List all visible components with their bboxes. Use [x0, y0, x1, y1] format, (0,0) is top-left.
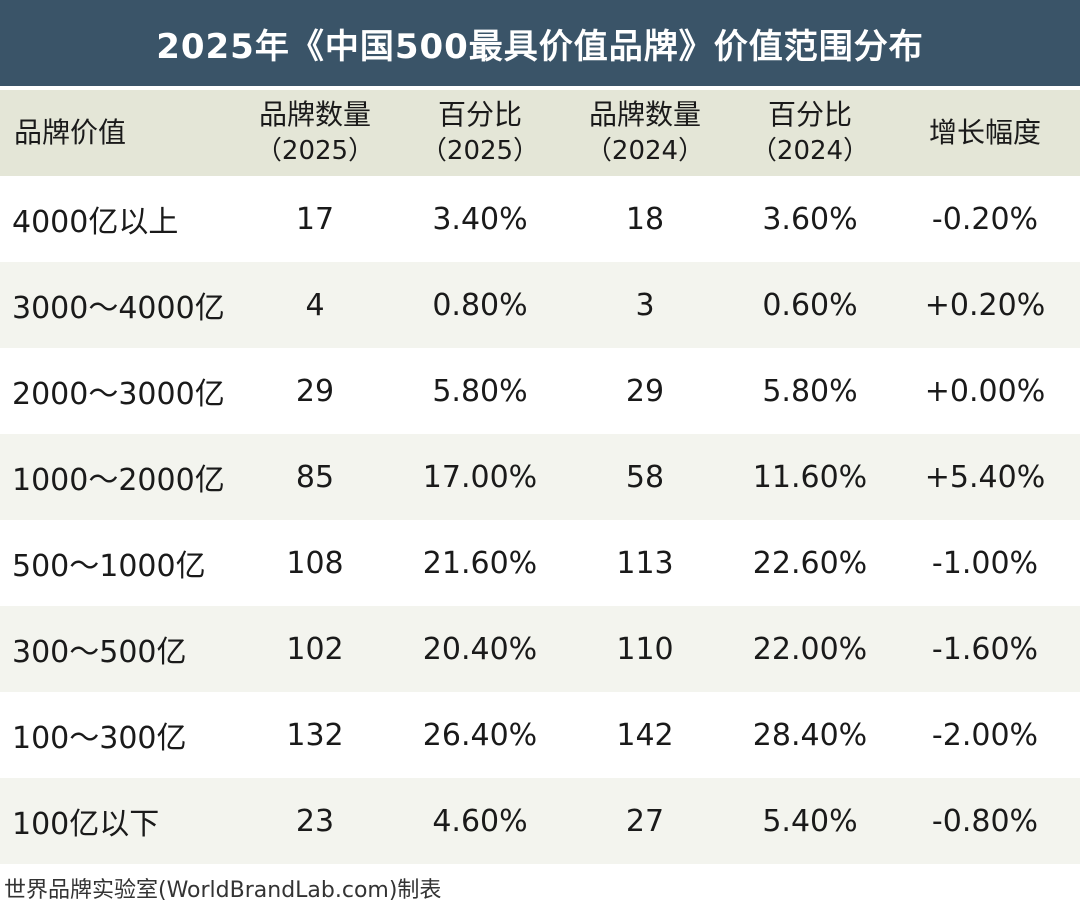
table-row: 100～300亿 132 26.40% 142 28.40% -2.00%	[0, 692, 1080, 778]
cell-count-2025: 85	[295, 459, 335, 495]
cell-range: 300～500亿	[12, 635, 187, 670]
cell-count-2024: 27	[625, 803, 665, 839]
cell-count-2025: 4	[305, 287, 325, 323]
cell-percent-2024: 11.60%	[752, 459, 868, 495]
cell-percent-2024: 5.80%	[762, 373, 858, 409]
cell-count-2024: 3	[635, 287, 655, 323]
cell-range: 1000～2000亿	[12, 463, 225, 498]
cell-count-2024: 142	[616, 717, 674, 753]
cell-growth: +0.20%	[924, 287, 1046, 323]
cell-growth: -2.00%	[931, 717, 1039, 753]
cell-count-2025: 17	[295, 201, 335, 237]
cell-range: 100亿以下	[12, 807, 160, 842]
table-row: 2000～3000亿 29 5.80% 29 5.80% +0.00%	[0, 348, 1080, 434]
cell-range: 2000～3000亿	[12, 377, 225, 412]
table-row: 100亿以下 23 4.60% 27 5.40% -0.80%	[0, 778, 1080, 864]
header-count-2025: 品牌数量 （2025）	[255, 98, 375, 166]
cell-percent-2024: 5.40%	[762, 803, 858, 839]
cell-range: 4000亿以上	[12, 205, 179, 240]
cell-count-2025: 29	[295, 373, 335, 409]
table-row: 3000～4000亿 4 0.80% 3 0.60% +0.20%	[0, 262, 1080, 348]
cell-percent-2025: 0.80%	[432, 287, 528, 323]
header-percent-2025: 百分比 （2025）	[420, 98, 540, 166]
table-row: 300～500亿 102 20.40% 110 22.00% -1.60%	[0, 606, 1080, 692]
cell-growth: -1.60%	[931, 631, 1039, 667]
title-bar: 2025年《中国500最具价值品牌》价值范围分布	[0, 0, 1080, 86]
cell-count-2024: 58	[625, 459, 665, 495]
cell-count-2025: 108	[286, 545, 344, 581]
table-row: 1000～2000亿 85 17.00% 58 11.60% +5.40%	[0, 434, 1080, 520]
cell-percent-2025: 5.80%	[432, 373, 528, 409]
cell-percent-2024: 22.00%	[752, 631, 868, 667]
cell-count-2024: 110	[616, 631, 674, 667]
source-note: 世界品牌实验室(WorldBrandLab.com)制表	[4, 878, 442, 903]
cell-count-2025: 132	[286, 717, 344, 753]
cell-percent-2024: 28.40%	[752, 717, 868, 753]
table-row: 500～1000亿 108 21.60% 113 22.60% -1.00%	[0, 520, 1080, 606]
header-count-2024: 品牌数量 （2024）	[585, 98, 705, 166]
cell-count-2025: 102	[286, 631, 344, 667]
cell-growth: -1.00%	[931, 545, 1039, 581]
cell-percent-2024: 0.60%	[762, 287, 858, 323]
header-percent-2024: 百分比 （2024）	[750, 98, 870, 166]
cell-count-2024: 18	[625, 201, 665, 237]
cell-range: 3000～4000亿	[12, 291, 225, 326]
cell-percent-2025: 3.40%	[432, 201, 528, 237]
table-row: 4000亿以上 17 3.40% 18 3.60% -0.20%	[0, 176, 1080, 262]
cell-percent-2025: 4.60%	[432, 803, 528, 839]
cell-growth: -0.80%	[931, 803, 1039, 839]
cell-range: 500～1000亿	[12, 549, 206, 584]
cell-growth: +5.40%	[924, 459, 1046, 495]
table-header-row: 品牌价值 品牌数量 （2025） 百分比 （2025） 品牌数量 （2024） …	[0, 90, 1080, 176]
header-brand-value: 品牌价值	[14, 116, 127, 149]
cell-count-2024: 113	[616, 545, 674, 581]
cell-percent-2025: 21.60%	[422, 545, 538, 581]
cell-count-2024: 29	[625, 373, 665, 409]
header-growth: 增长幅度	[928, 116, 1041, 149]
page-title: 2025年《中国500最具价值品牌》价值范围分布	[156, 26, 924, 67]
cell-percent-2024: 3.60%	[762, 201, 858, 237]
cell-range: 100～300亿	[12, 721, 187, 756]
cell-percent-2025: 26.40%	[422, 717, 538, 753]
cell-percent-2025: 17.00%	[422, 459, 538, 495]
cell-percent-2024: 22.60%	[752, 545, 868, 581]
brand-value-table: 品牌价值 品牌数量 （2025） 百分比 （2025） 品牌数量 （2024） …	[0, 90, 1080, 864]
cell-growth: -0.20%	[931, 201, 1039, 237]
cell-count-2025: 23	[295, 803, 335, 839]
cell-percent-2025: 20.40%	[422, 631, 538, 667]
cell-growth: +0.00%	[924, 373, 1046, 409]
